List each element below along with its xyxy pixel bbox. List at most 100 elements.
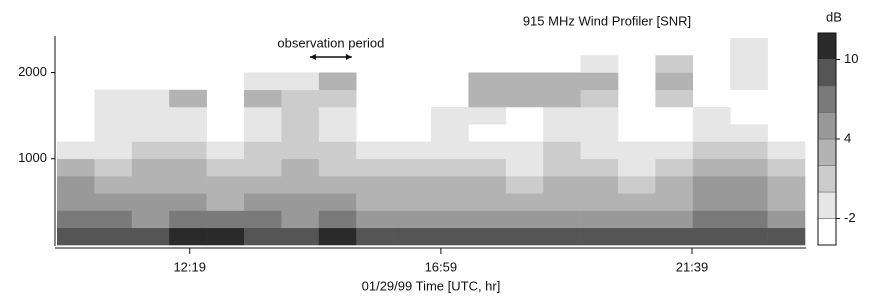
- heatmap-cell: [94, 228, 132, 246]
- heatmap-cell: [57, 176, 95, 194]
- heatmap-cell: [244, 142, 282, 160]
- heatmap-cell: [693, 124, 731, 142]
- heatmap-cell: [244, 176, 282, 194]
- heatmap-cell: [94, 142, 132, 160]
- heatmap-cell: [281, 90, 319, 108]
- heatmap-cell: [394, 176, 432, 194]
- heatmap-cell: [693, 142, 731, 160]
- chart: 915 MHz Wind Profiler [SNR] 01/29/99 Tim…: [0, 0, 871, 296]
- heatmap-cell: [132, 142, 170, 160]
- heatmap-cell: [169, 142, 207, 160]
- heatmap-cell: [543, 142, 581, 160]
- heatmap-cell: [94, 176, 132, 194]
- heatmap-cell: [618, 159, 656, 177]
- heatmap-cell: [655, 90, 693, 108]
- heatmap-cell: [468, 90, 506, 108]
- colorbar-band: [818, 192, 836, 219]
- heatmap-cell: [506, 228, 544, 246]
- heatmap-cell: [394, 142, 432, 160]
- heatmap-cell: [730, 142, 768, 160]
- heatmap-cell: [693, 193, 731, 211]
- heatmap-cell: [431, 211, 469, 229]
- heatmap-cell: [431, 228, 469, 246]
- heatmap-cell: [581, 176, 619, 194]
- heatmap-cell: [319, 159, 357, 177]
- heatmap-cell: [506, 90, 544, 108]
- arrow-head: [346, 54, 352, 60]
- chart-title: 915 MHz Wind Profiler [SNR]: [523, 13, 691, 28]
- heatmap-cell: [468, 73, 506, 91]
- heatmap-cell: [57, 211, 95, 229]
- heatmap-cell: [693, 159, 731, 177]
- heatmap-cell: [431, 176, 469, 194]
- heatmap-cell: [618, 193, 656, 211]
- heatmap-cell: [394, 159, 432, 177]
- heatmap-cell: [356, 211, 394, 229]
- heatmap-cell: [730, 55, 768, 73]
- heatmap-cell: [618, 142, 656, 160]
- y-tick-label: 2000: [18, 64, 47, 79]
- heatmap-cell: [57, 142, 95, 160]
- heatmap-cell: [132, 176, 170, 194]
- heatmap-cell: [581, 228, 619, 246]
- heatmap-cell: [319, 73, 357, 91]
- heatmap-cell: [730, 73, 768, 91]
- heatmap-cell: [581, 107, 619, 125]
- heatmap-cell: [581, 211, 619, 229]
- heatmap-cell: [693, 228, 731, 246]
- heatmap-cell: [356, 193, 394, 211]
- heatmap-cell: [543, 176, 581, 194]
- heatmap-cell: [768, 193, 806, 211]
- heatmap-cell: [244, 90, 282, 108]
- heatmap-cell: [132, 193, 170, 211]
- heatmap-cell: [169, 211, 207, 229]
- heatmap-cell: [281, 228, 319, 246]
- heatmap-cell: [693, 176, 731, 194]
- heatmap-cell: [431, 107, 469, 125]
- heatmap-cell: [543, 211, 581, 229]
- heatmap-cell: [94, 193, 132, 211]
- heatmap-cell: [581, 124, 619, 142]
- heatmap-cell: [431, 193, 469, 211]
- heatmap-cell: [57, 159, 95, 177]
- heatmap-cell: [618, 176, 656, 194]
- heatmap-cell: [281, 159, 319, 177]
- heatmap-cell: [431, 159, 469, 177]
- colorbar-band: [818, 33, 836, 60]
- y-tick-label: 1000: [18, 150, 47, 165]
- heatmap-cell: [581, 73, 619, 91]
- heatmap-cell: [394, 193, 432, 211]
- heatmap-cell: [581, 142, 619, 160]
- heatmap-cell: [319, 193, 357, 211]
- heatmap-cell: [468, 142, 506, 160]
- heatmap-cell: [244, 159, 282, 177]
- heatmap-cell: [730, 211, 768, 229]
- x-axis-label: 01/29/99 Time [UTC, hr]: [362, 278, 501, 293]
- heatmap-cell: [169, 176, 207, 194]
- heatmap-cell: [132, 124, 170, 142]
- heatmap-cell: [468, 176, 506, 194]
- heatmap-cell: [319, 142, 357, 160]
- x-tick-label: 12:19: [173, 259, 206, 274]
- heatmap-cell: [356, 142, 394, 160]
- heatmap-cell: [468, 193, 506, 211]
- heatmap-cell: [468, 228, 506, 246]
- heatmap-cell: [730, 193, 768, 211]
- heatmap-cell: [356, 159, 394, 177]
- heatmap-cell: [730, 124, 768, 142]
- heatmap-cell: [319, 124, 357, 142]
- heatmap-cell: [468, 211, 506, 229]
- colorbar-band: [818, 166, 836, 193]
- colorbar-band: [818, 139, 836, 166]
- heatmap-cell: [655, 193, 693, 211]
- heatmap-cell: [281, 193, 319, 211]
- heatmap-cell: [581, 55, 619, 73]
- heatmap-cell: [169, 90, 207, 108]
- heatmap-cell: [655, 73, 693, 91]
- heatmap-cell: [169, 159, 207, 177]
- heatmap-cell: [543, 159, 581, 177]
- heatmap-cell: [207, 211, 245, 229]
- heatmap-cell: [768, 176, 806, 194]
- heatmap-cell: [319, 90, 357, 108]
- heatmap-cell: [543, 90, 581, 108]
